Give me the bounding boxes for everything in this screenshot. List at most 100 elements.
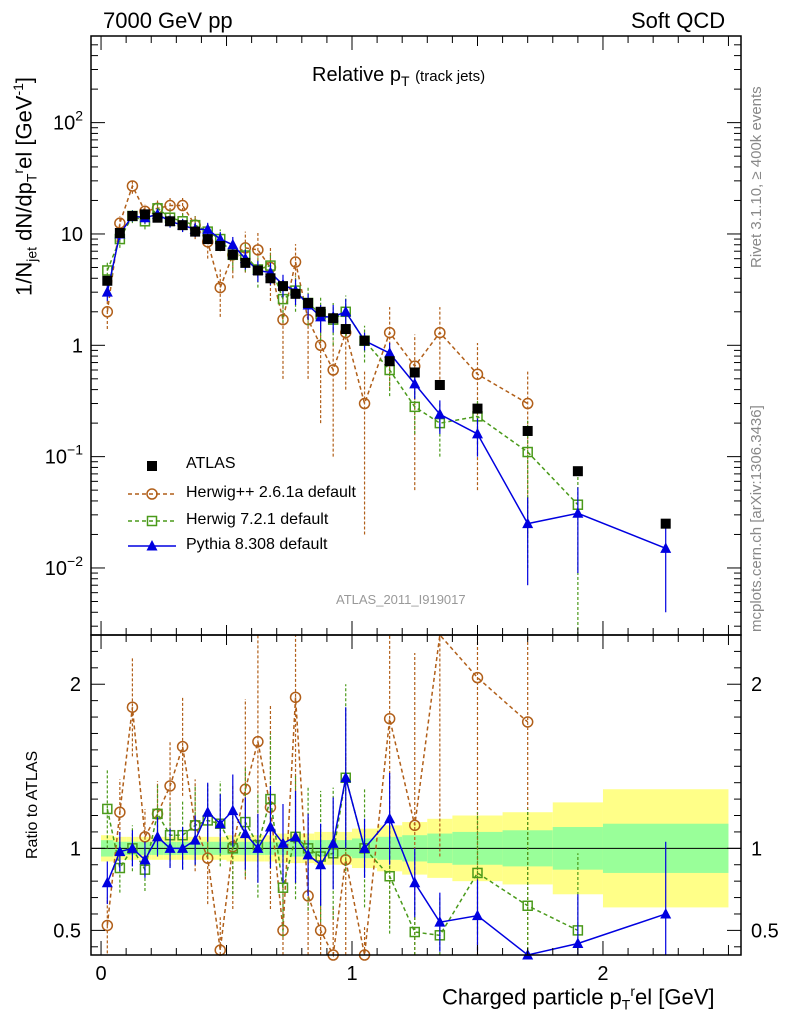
- ratio-pythia-8-308-default-point: [114, 845, 126, 857]
- y-tick-label: 102: [53, 108, 83, 135]
- ratio-pythia-8-308-default-point: [277, 837, 289, 848]
- ratio-y-tick-label: 1: [70, 838, 81, 860]
- main-herwig-2-6-1a-default-point: [126, 180, 139, 192]
- header-process-label: Soft QCD: [631, 8, 726, 33]
- main-atlas-point: [165, 216, 176, 227]
- main-atlas-point: [303, 297, 314, 308]
- ratio-herwig-2-6-1a-default-point: [164, 780, 176, 792]
- main-atlas-point: [409, 367, 420, 378]
- main-herwig-2-6-1a-default-line: [106, 183, 529, 407]
- main-atlas-point: [290, 288, 301, 299]
- ratio-pythia-8-308-default-point: [340, 771, 352, 783]
- main-pythia-8-308-default-point: [471, 427, 483, 439]
- ratio-pythia-8-308-default-point: [126, 842, 138, 853]
- y-tick-label: 1: [72, 335, 83, 357]
- ratio-pythia-8-308-default-point: [572, 937, 584, 949]
- ratio-herwig-2-6-1a-default-point: [383, 712, 396, 725]
- legend-marker: [146, 540, 158, 551]
- main-pythia-8-308-default-point: [340, 305, 352, 317]
- ratio-pythia-8-308-default-point: [152, 830, 164, 842]
- ratio-pythia-8-308-default-point: [434, 916, 446, 927]
- main-atlas-point: [340, 324, 351, 335]
- rivet-version-label: Rivet 3.1.10, ≥ 400k events: [748, 86, 765, 268]
- main-atlas-point: [660, 518, 671, 529]
- legend-label-herwigpp: Herwig++ 2.6.1a default: [186, 484, 356, 501]
- ratio-herwig-2-6-1a-default-point: [126, 701, 139, 713]
- ratio-pythia-8-308-default-point: [409, 876, 421, 888]
- main-atlas-point: [240, 257, 251, 268]
- main-atlas-point: [265, 273, 276, 284]
- ratio-herwig-7-2-1-default-point: [472, 867, 483, 879]
- main-atlas-point: [202, 234, 213, 245]
- plot-title: Relative pT (track jets): [312, 64, 485, 89]
- main-atlas-point: [434, 379, 445, 390]
- x-axis-label: Charged particle pTrel [GeV]: [442, 983, 715, 1013]
- main-herwig-2-6-1a-default-point: [358, 397, 371, 410]
- main-atlas-point: [102, 275, 113, 286]
- legend-label-herwig7: Herwig 7.2.1 default: [186, 511, 329, 528]
- ratio-herwig-7-2-1-default-point: [384, 870, 395, 882]
- ratio-pythia-8-308-default-point: [264, 821, 276, 832]
- analysis-watermark: ATLAS_2011_I919017: [336, 592, 466, 607]
- main-pythia-8-308-default-line: [106, 213, 666, 550]
- legend-marker: [146, 488, 158, 500]
- main-pythia-8-308-default-point: [384, 347, 396, 358]
- main-y-axis-label: 1/Njet dN/dpTrel [GeV-1]: [10, 76, 40, 296]
- main-atlas-point: [177, 220, 188, 231]
- main-atlas-point: [127, 211, 138, 222]
- ratio-y-tick-label-right: 1: [751, 838, 762, 860]
- ratio-herwig-7-2-1-default-point: [409, 926, 420, 938]
- plot-title-sub: T: [400, 73, 410, 89]
- main-herwig-2-6-1a-default-point: [383, 326, 396, 339]
- ratio-pythia-8-308-default-point: [164, 842, 176, 853]
- ratio-pythia-8-308-default-point: [227, 804, 239, 816]
- main-atlas-point: [315, 306, 326, 317]
- main-pythia-8-308-default-point: [101, 286, 113, 297]
- main-herwig-2-6-1a-default-point: [252, 244, 264, 256]
- y-tick-label: 10: [61, 224, 83, 246]
- main-pythia-8-308-default-point: [522, 517, 534, 529]
- ratio-pythia-8-308-default-point: [315, 858, 327, 870]
- main-herwig-7-2-1-default-line: [106, 207, 579, 506]
- header-energy-label: 7000 GeV pp: [103, 8, 233, 33]
- main-herwig-2-6-1a-default-point: [289, 256, 302, 268]
- ratio-y-tick-label-right: 0.5: [751, 920, 779, 942]
- main-herwig-2-6-1a-default-point: [214, 281, 226, 294]
- main-atlas-point: [114, 228, 125, 239]
- ratio-pythia-8-308-default-point: [239, 827, 251, 839]
- ratio-herwig-2-6-1a-default-point: [289, 691, 302, 704]
- mcplots-reference-label: mcplots.cern.ch [arXiv:1306.3436]: [748, 405, 765, 632]
- main-pythia-8-308-default-point: [227, 238, 239, 250]
- main-herwig-7-2-1-default-point: [409, 401, 420, 413]
- ratio-herwig-2-6-1a-default-point: [314, 924, 327, 937]
- main-herwig-2-6-1a-default-point: [101, 306, 114, 318]
- x-tick-label: 2: [597, 963, 608, 985]
- ratio-herwig-2-6-1a-default-point: [521, 716, 534, 728]
- main-atlas-point: [152, 212, 163, 223]
- main-atlas-point: [277, 281, 288, 292]
- main-herwig-2-6-1a-default-point: [521, 397, 534, 410]
- main-pythia-8-308-default-point: [202, 223, 214, 234]
- main-pythia-8-308-default-point: [660, 542, 672, 553]
- y-tick-label: 10−1: [45, 442, 83, 469]
- main-atlas-point: [384, 356, 395, 367]
- legend-marker: [147, 461, 157, 471]
- main-atlas-point: [190, 226, 201, 237]
- main-herwig-2-6-1a-default-point: [176, 199, 189, 212]
- x-tick-label: 0: [95, 963, 106, 985]
- main-pythia-8-308-default-point: [409, 377, 421, 389]
- ratio-herwig-2-6-1a-default-point: [176, 740, 189, 753]
- main-atlas-point: [572, 466, 583, 477]
- ratio-pythia-8-308-default-point: [660, 907, 672, 919]
- ratio-pythia-8-308-default-line: [106, 777, 666, 956]
- ratio-pythia-8-308-default-point: [359, 842, 371, 853]
- ratio-pythia-8-308-default-point: [471, 909, 483, 921]
- main-herwig-2-6-1a-default-point: [434, 326, 446, 339]
- main-atlas-point: [522, 425, 533, 436]
- ratio-herwig-2-6-1a-default-point: [101, 919, 114, 932]
- main-atlas-point: [227, 249, 238, 260]
- plot-title-main: Relative p: [312, 64, 401, 86]
- main-herwig-2-6-1a-default-point: [327, 364, 339, 376]
- ratio-pythia-8-308-default-point: [214, 817, 226, 829]
